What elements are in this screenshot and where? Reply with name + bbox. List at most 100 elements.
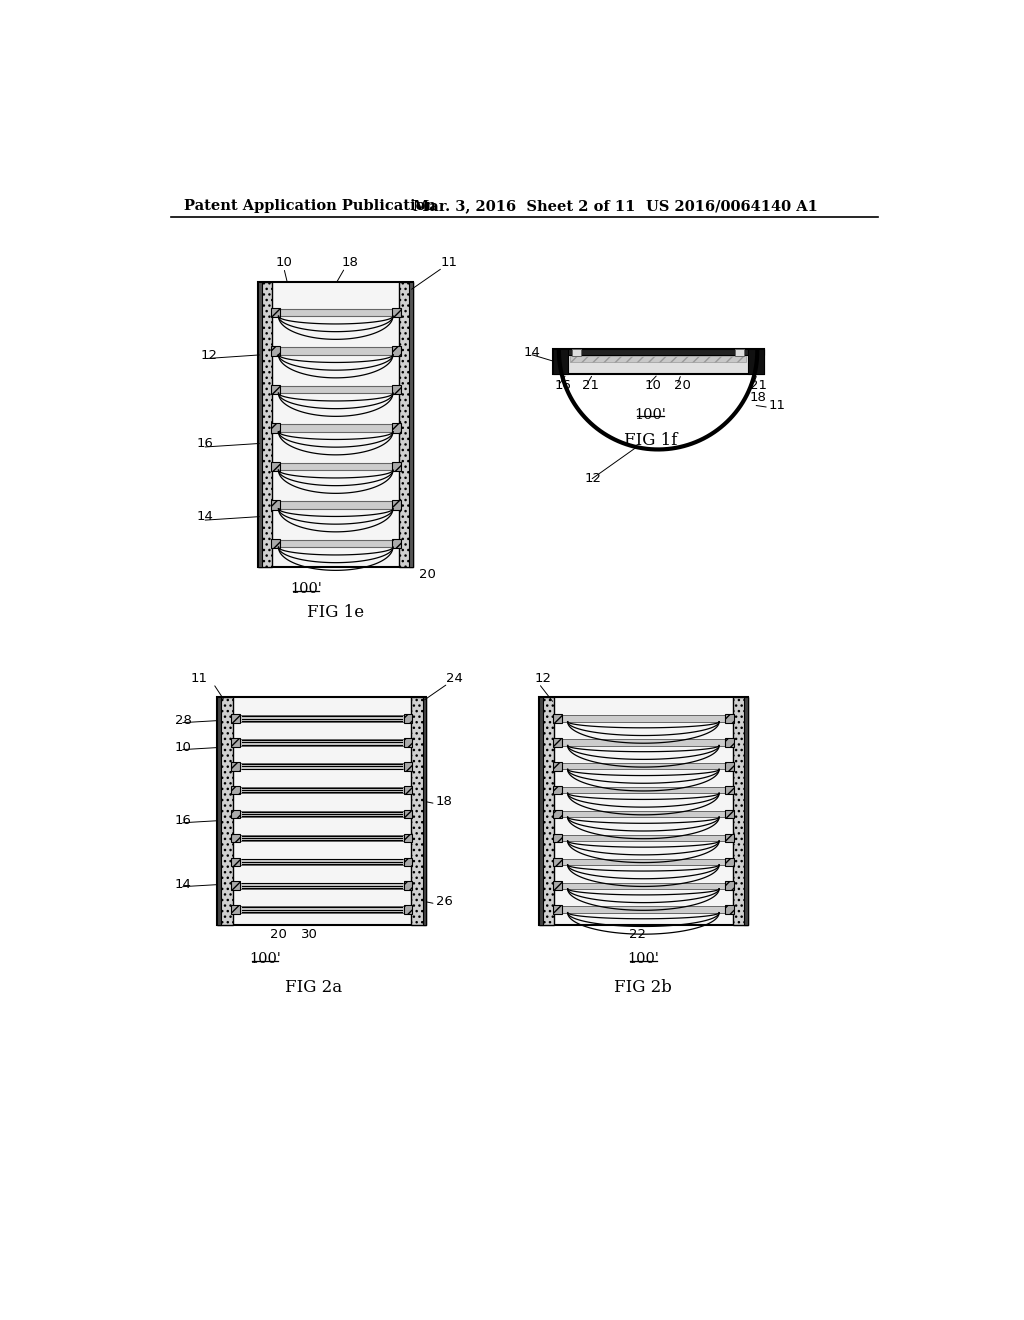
Bar (554, 883, 732, 888)
Bar (270, 500, 280, 510)
Text: 28: 28 (174, 714, 191, 727)
Text: 21: 21 (583, 379, 599, 392)
Text: 10: 10 (275, 256, 292, 269)
Bar (554, 810, 732, 817)
Bar (232, 834, 411, 841)
Text: 100': 100' (291, 582, 323, 597)
Text: 26: 26 (435, 895, 453, 908)
Bar (554, 907, 732, 912)
Bar (553, 785, 561, 795)
Text: FIG 2b: FIG 2b (614, 979, 673, 997)
Bar (231, 810, 240, 818)
Text: 22: 22 (629, 928, 646, 941)
Bar (403, 785, 412, 795)
Text: US 2016/0064140 A1: US 2016/0064140 A1 (646, 199, 817, 213)
Text: 11: 11 (440, 256, 458, 269)
Text: 14: 14 (197, 511, 213, 523)
Text: 20: 20 (674, 379, 690, 392)
Bar (391, 539, 400, 548)
Bar (232, 810, 411, 817)
Bar (403, 714, 412, 723)
Bar (217, 697, 426, 924)
Bar (272, 347, 399, 355)
Bar (403, 762, 412, 771)
Bar (272, 385, 399, 393)
Bar (270, 308, 280, 317)
Bar (231, 882, 240, 890)
Text: FIG 2a: FIG 2a (286, 979, 343, 997)
Text: 100': 100' (249, 952, 282, 966)
Bar (553, 858, 561, 866)
Text: 20: 20 (420, 568, 436, 581)
Text: 11: 11 (769, 399, 786, 412)
Bar (403, 738, 412, 747)
Bar (725, 858, 733, 866)
Text: 18: 18 (435, 795, 453, 808)
Bar (423, 697, 426, 924)
Bar (403, 906, 412, 913)
Bar (554, 859, 732, 865)
Bar (231, 738, 240, 747)
Text: 30: 30 (301, 928, 317, 941)
Bar (554, 739, 732, 746)
Bar (553, 738, 561, 747)
Bar (217, 697, 221, 924)
Bar (399, 281, 414, 566)
Bar (231, 858, 240, 866)
Text: 16: 16 (174, 814, 191, 828)
Text: 14: 14 (174, 878, 191, 891)
Bar (725, 738, 733, 747)
Bar (553, 810, 561, 818)
Bar (391, 385, 400, 395)
Bar (270, 346, 280, 355)
Bar (748, 350, 764, 374)
Text: 12: 12 (535, 672, 552, 685)
Text: 100': 100' (628, 952, 659, 966)
Bar (232, 787, 411, 793)
Bar (391, 346, 400, 355)
Bar (553, 762, 561, 771)
Bar (270, 385, 280, 395)
Bar (725, 906, 733, 913)
Text: 24: 24 (445, 672, 463, 685)
Bar (232, 907, 411, 912)
Bar (411, 697, 426, 924)
Bar (539, 697, 543, 924)
Bar (231, 714, 240, 723)
Bar (391, 462, 400, 471)
Text: 16: 16 (197, 437, 213, 450)
Bar (403, 834, 412, 842)
Bar (272, 424, 399, 432)
Bar (554, 834, 732, 841)
Text: 12: 12 (200, 348, 217, 362)
Bar (553, 350, 764, 374)
Bar (554, 787, 732, 793)
Bar (231, 834, 240, 842)
Text: 12: 12 (585, 471, 601, 484)
Text: 21: 21 (750, 379, 767, 392)
Text: 18: 18 (750, 391, 766, 404)
Bar (403, 810, 412, 818)
Text: Mar. 3, 2016  Sheet 2 of 11: Mar. 3, 2016 Sheet 2 of 11 (414, 199, 636, 213)
Bar (231, 762, 240, 771)
Text: 16: 16 (554, 379, 571, 392)
Bar (403, 882, 412, 890)
Bar (539, 697, 554, 924)
Bar (270, 424, 280, 433)
Text: Patent Application Publication: Patent Application Publication (183, 199, 436, 213)
Bar (403, 858, 412, 866)
Bar (232, 859, 411, 865)
Bar (272, 502, 399, 508)
Bar (569, 356, 746, 363)
Bar (258, 281, 414, 566)
Bar (231, 906, 240, 913)
Bar (272, 309, 399, 317)
Bar (744, 697, 748, 924)
Bar (725, 785, 733, 795)
Bar (553, 714, 561, 723)
Bar (553, 834, 561, 842)
Text: FIG 1f: FIG 1f (624, 432, 677, 449)
Text: 10: 10 (174, 742, 191, 754)
Text: 18: 18 (342, 256, 358, 269)
Bar (725, 762, 733, 771)
